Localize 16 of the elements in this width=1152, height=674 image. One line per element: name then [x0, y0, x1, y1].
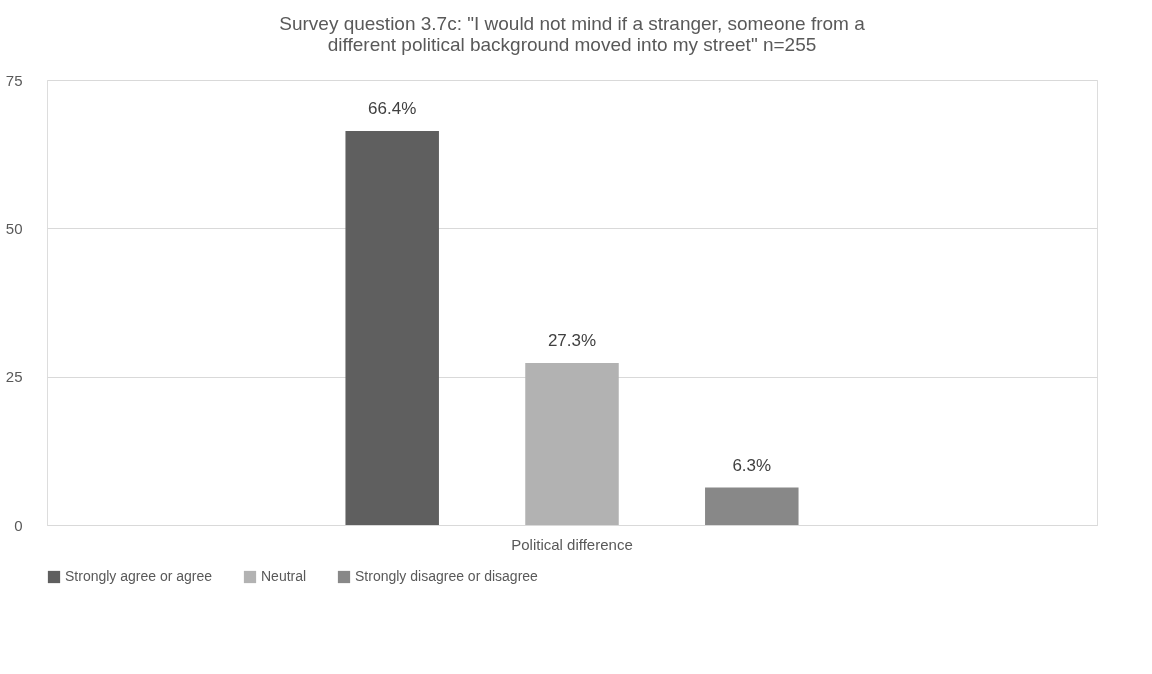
- legend-label: Neutral: [261, 568, 307, 584]
- bar: [525, 363, 619, 525]
- legend-label: Strongly disagree or disagree: [355, 568, 539, 584]
- bar: [345, 131, 439, 525]
- data-label: 66.4%: [368, 99, 417, 119]
- y-tick-label: 0: [14, 516, 23, 534]
- y-tick-label: 25: [5, 368, 23, 386]
- text: Survey question 3.7c: "I would not mind if a stranger, someone from a: [279, 13, 865, 34]
- legend-label: Strongly agree or agree: [65, 568, 213, 584]
- x-tick-label: Political difference: [511, 535, 633, 553]
- y-tick-label: 50: [5, 219, 23, 237]
- data-label: 27.3%: [547, 331, 597, 351]
- data-label: 6.3%: [732, 455, 772, 475]
- bar: [705, 487, 799, 525]
- y-tick-label: 75: [5, 71, 23, 89]
- text: different political background moved into my street" n=255: [327, 34, 817, 55]
